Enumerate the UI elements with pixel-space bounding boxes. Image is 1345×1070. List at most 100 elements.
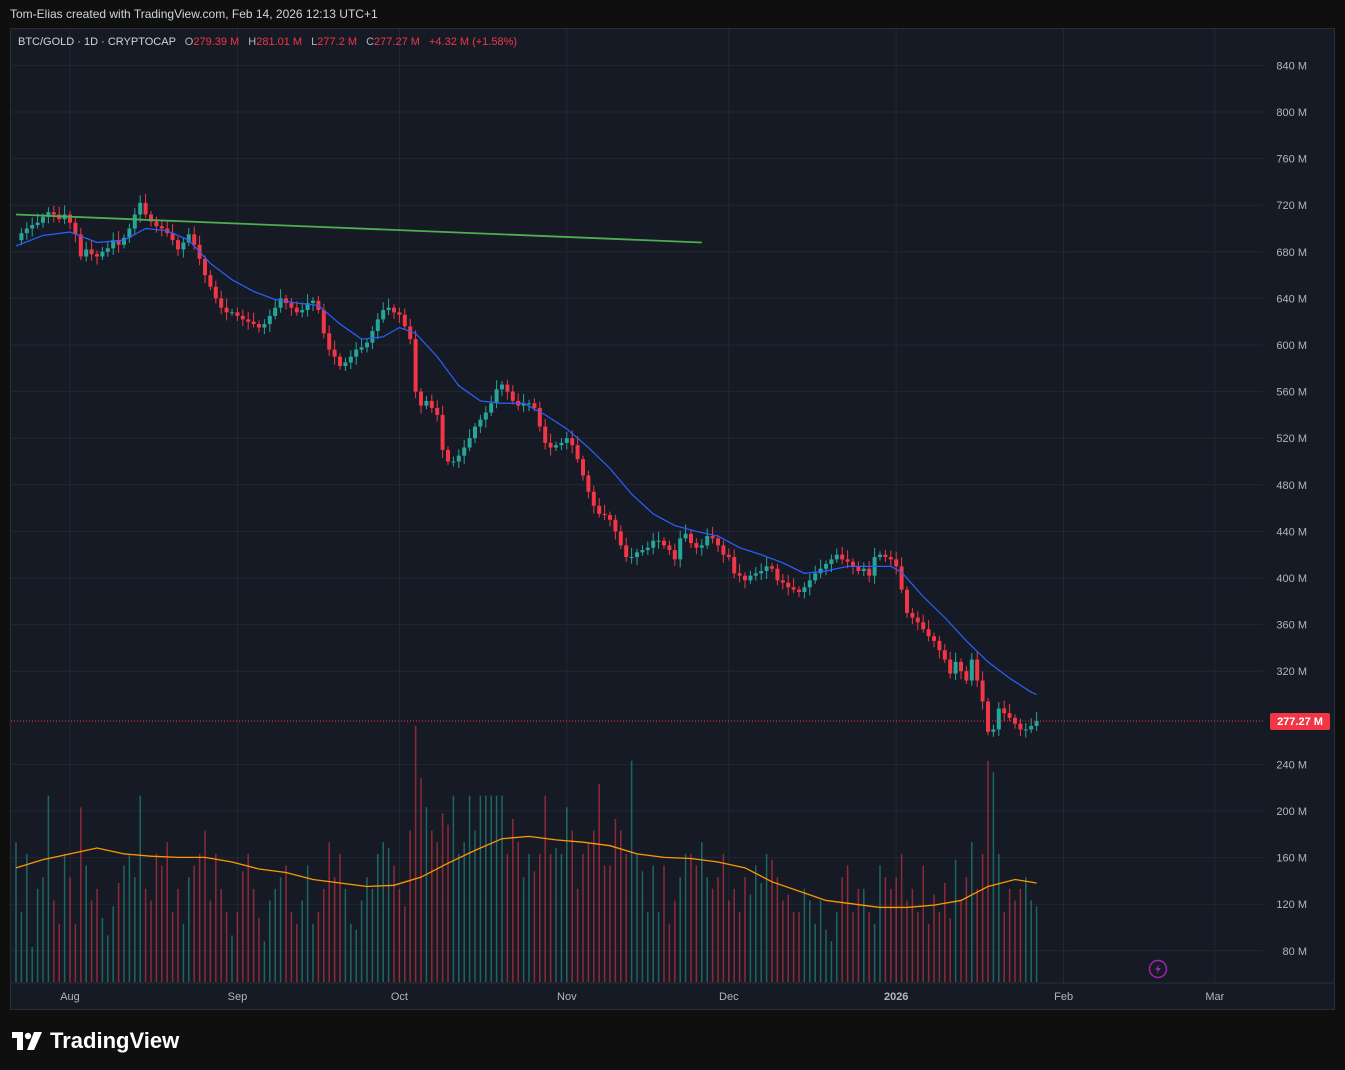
candle-body [456,455,461,462]
last-price-marker: 277.27 M [11,712,1330,730]
candle-body [89,249,94,255]
candle [672,543,677,566]
chart-pane[interactable] [10,28,1335,1010]
volume-bar [857,888,860,982]
close-label: C [366,36,375,48]
candle-body [478,419,483,427]
volume-bar [501,795,503,982]
symbol-name[interactable]: BTC/GOLD · 1D · CRYPTOCAP [18,36,176,48]
tradingview-brand[interactable]: TradingView [12,1028,179,1054]
volume-bar [522,877,525,982]
candle-body [948,659,953,674]
volume-bar [960,900,962,982]
candle [959,658,963,680]
candle [926,620,931,642]
volume-bar [161,865,163,982]
candle [975,651,980,688]
volume-bar [263,941,266,982]
volume-bar [663,865,665,982]
candle-body [559,442,564,446]
candle [905,586,909,618]
volume-bar [798,912,800,982]
candle-body [834,554,839,560]
candle [51,205,56,223]
volume-bar [555,848,557,982]
price-axis: 840 M 800 M 760 M 720 M 680 M 640 M 600 M 560 M… [1276,60,1307,957]
tradingview-logo-icon [12,1032,42,1050]
candle-body [824,564,828,569]
x-tick-label: Aug [60,991,80,1003]
y-tick-label: 480 M [1276,480,1307,492]
volume-bar [231,935,233,982]
y-tick-label: 600 M [1276,340,1307,352]
candle-body [73,222,78,235]
candle [575,436,580,463]
candle [294,301,299,316]
candle-body [651,540,656,548]
candle-body [386,307,391,311]
volume-bar [128,853,131,982]
candle-body [35,222,40,226]
candle [705,528,710,549]
volume-bar [760,882,762,982]
volume-bar [1014,900,1016,982]
candle-body [786,582,791,588]
lightning-icon[interactable] [1148,959,1168,979]
volume-bar [566,807,568,982]
candle-body [640,550,645,553]
candle-body [1023,729,1028,731]
volume-bar [252,888,255,982]
candle [375,313,380,340]
candle [548,433,553,456]
volume-bar [636,853,638,982]
volume-bar [296,923,298,982]
y-tick-label: 360 M [1276,620,1307,632]
candle-body [338,356,342,366]
candle-body [278,298,283,308]
volume-bar [906,900,908,982]
candle [446,446,450,465]
candle-body [267,315,272,325]
candle [608,511,612,527]
candle-body [851,561,855,567]
candle [1018,718,1023,736]
volume-bar [987,760,989,982]
candle-body [100,251,105,257]
candle-body [230,312,234,314]
candle [235,307,240,321]
volume-bar [463,842,465,982]
candle-body [581,459,585,476]
candle-body [365,342,369,348]
volume-bar [69,877,71,982]
volume-bar [377,853,379,982]
candle-body [699,545,704,548]
candle [78,228,83,260]
candle-body [602,513,607,516]
candle-body [527,403,531,405]
candle [359,338,364,354]
candle-body [429,400,434,408]
candle-body [748,575,753,581]
volume-bar [1008,888,1011,982]
candle-body [19,233,24,241]
candle [689,530,693,549]
candle [953,652,958,681]
candle-body [116,240,121,245]
volume-bar [895,877,897,982]
volume-bar [269,900,271,982]
volume-bar [414,725,417,982]
volume-bar [371,888,374,982]
volume-bar [279,877,282,982]
candle [937,636,942,659]
volume-bar [236,912,239,982]
candle-body [910,612,915,618]
candle-body [894,559,899,567]
candle-body [856,566,861,572]
candle [57,206,62,223]
volume-bar [587,842,590,982]
candle [262,319,267,335]
candle [165,220,170,237]
candle [899,557,904,594]
volume-bar [647,912,649,982]
